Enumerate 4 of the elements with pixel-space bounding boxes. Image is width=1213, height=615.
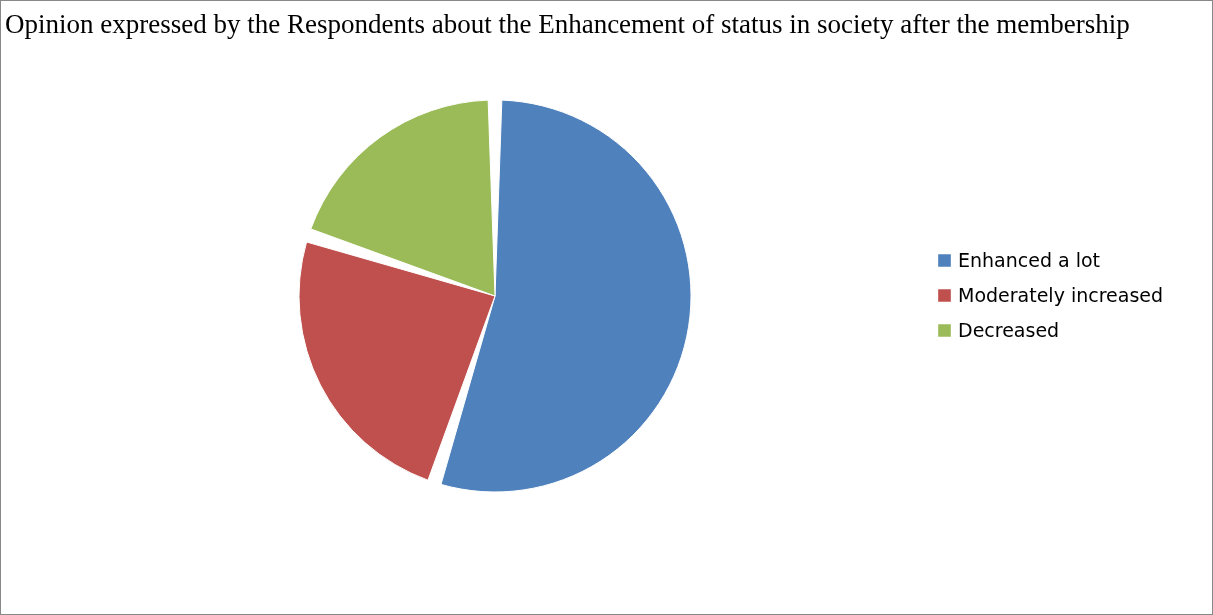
legend-label: Enhanced a lot [958, 248, 1101, 271]
legend-label: Moderately increased [958, 283, 1164, 306]
chart-title: Opinion expressed by the Respondents about the Enhancement of status in society after the membership [5, 9, 1130, 39]
legend-label: Decreased [958, 318, 1060, 341]
